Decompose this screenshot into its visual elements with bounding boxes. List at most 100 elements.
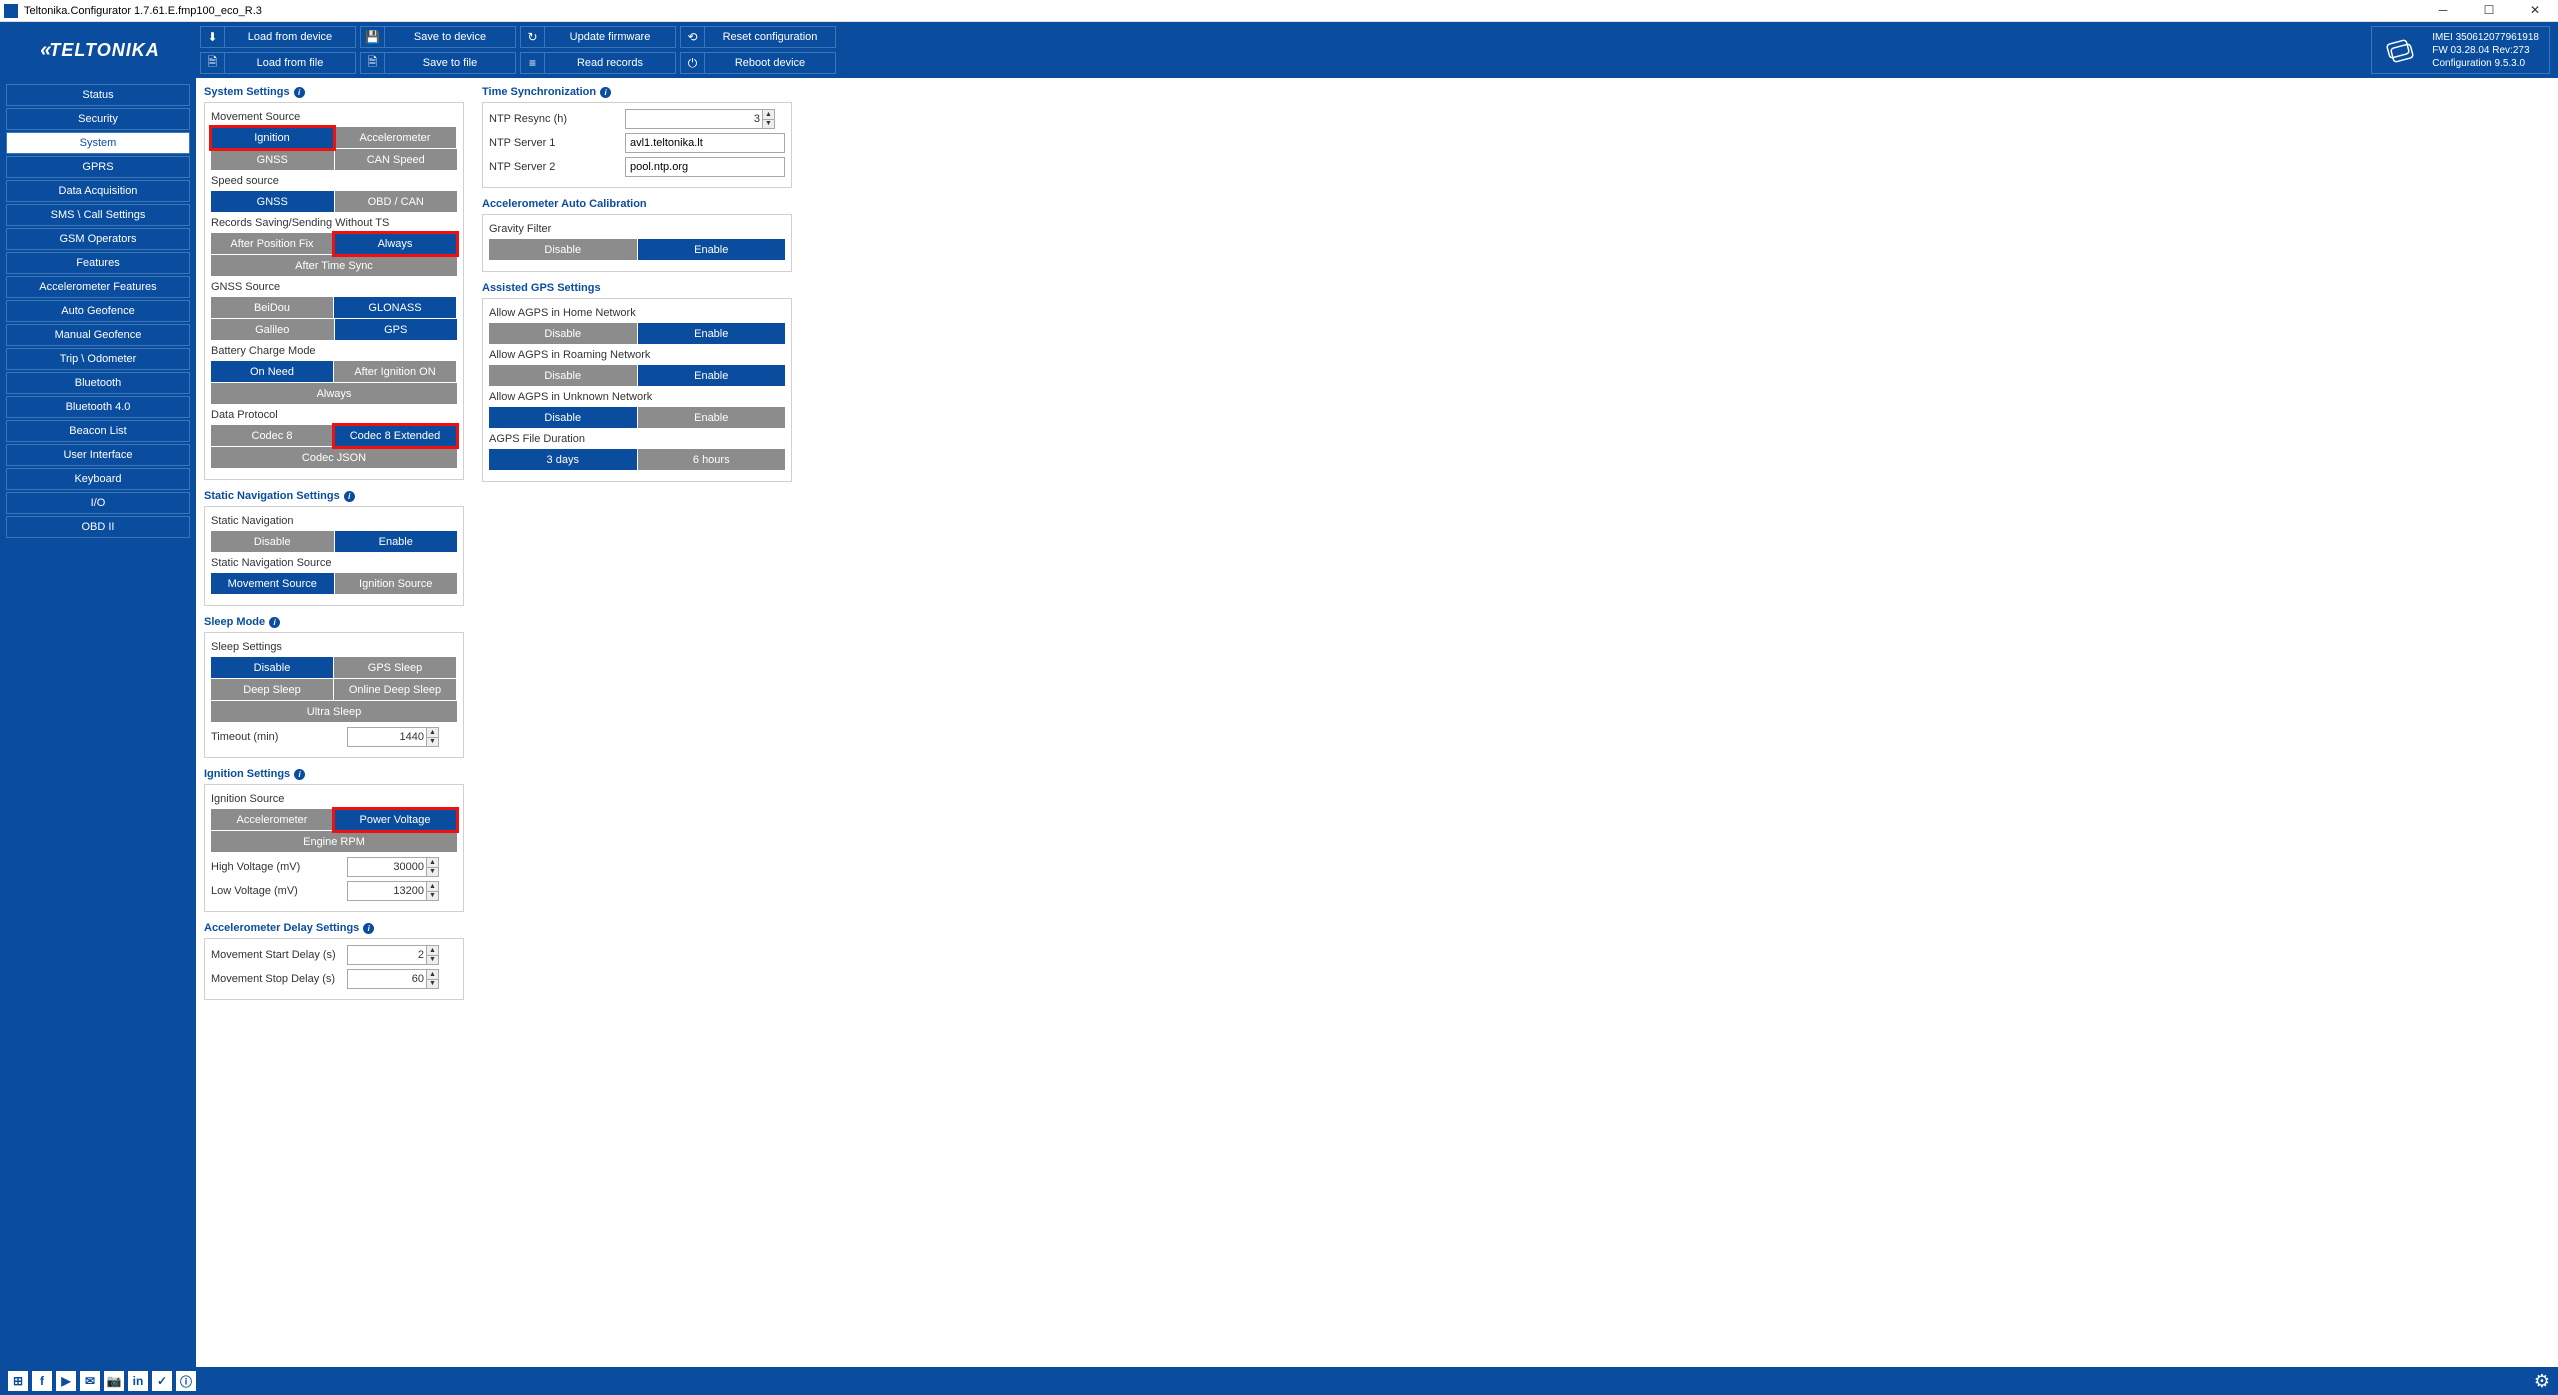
toolbar-update-firmware-button[interactable]: ↻Update firmware <box>520 26 676 48</box>
close-button[interactable]: ✕ <box>2512 0 2558 20</box>
info-icon[interactable]: i <box>363 923 374 934</box>
sidebar-item-obd-ii[interactable]: OBD II <box>6 516 190 538</box>
sidebar-item-trip-odometer[interactable]: Trip \ Odometer <box>6 348 190 370</box>
seg-always[interactable]: Always <box>334 233 457 255</box>
social-icon[interactable]: ▶ <box>56 1371 76 1391</box>
settings-gear-icon[interactable]: ⚙ <box>2534 1371 2550 1392</box>
ntp-server-2-input[interactable] <box>625 157 785 177</box>
spin-down-icon[interactable]: ▼ <box>427 892 438 901</box>
sidebar-item-features[interactable]: Features <box>6 252 190 274</box>
spin-down-icon[interactable]: ▼ <box>427 956 438 965</box>
seg-disable[interactable]: Disable <box>489 323 638 345</box>
spin-up-icon[interactable]: ▲ <box>427 882 438 892</box>
ntp-resync-spinner[interactable]: 3 ▲▼ <box>625 109 775 129</box>
toolbar-save-to-file-button[interactable]: 🗎Save to file <box>360 52 516 74</box>
seg-after-time-sync[interactable]: After Time Sync <box>211 255 457 277</box>
seg-can-speed[interactable]: CAN Speed <box>335 149 458 171</box>
spin-down-icon[interactable]: ▼ <box>427 868 438 877</box>
move-stop-delay-spinner[interactable]: 60 ▲▼ <box>347 969 439 989</box>
seg-ignition[interactable]: Ignition <box>211 127 334 149</box>
sidebar-item-beacon-list[interactable]: Beacon List <box>6 420 190 442</box>
sidebar-item-bluetooth[interactable]: Bluetooth <box>6 372 190 394</box>
seg-codec-8[interactable]: Codec 8 <box>211 425 334 447</box>
sidebar-item-gsm-operators[interactable]: GSM Operators <box>6 228 190 250</box>
seg-ignition-source[interactable]: Ignition Source <box>335 573 458 595</box>
low-voltage-spinner[interactable]: 13200 ▲▼ <box>347 881 439 901</box>
seg-gnss[interactable]: GNSS <box>211 149 335 171</box>
seg-movement-source[interactable]: Movement Source <box>211 573 335 595</box>
social-icon[interactable]: in <box>128 1371 148 1391</box>
toolbar-save-to-device-button[interactable]: 💾Save to device <box>360 26 516 48</box>
seg-disable[interactable]: Disable <box>211 531 335 553</box>
spin-down-icon[interactable]: ▼ <box>427 738 438 747</box>
seg-gps[interactable]: GPS <box>335 319 458 341</box>
minimize-button[interactable]: ─ <box>2420 0 2466 20</box>
sidebar-item-keyboard[interactable]: Keyboard <box>6 468 190 490</box>
spin-up-icon[interactable]: ▲ <box>427 970 438 980</box>
info-icon[interactable]: i <box>344 491 355 502</box>
sidebar-item-data-acquisition[interactable]: Data Acquisition <box>6 180 190 202</box>
seg-enable[interactable]: Enable <box>335 531 458 553</box>
social-icon[interactable]: ⓘ <box>176 1371 196 1391</box>
info-icon[interactable]: i <box>600 87 611 98</box>
spin-up-icon[interactable]: ▲ <box>427 728 438 738</box>
social-icon[interactable]: ✓ <box>152 1371 172 1391</box>
seg-enable[interactable]: Enable <box>638 239 786 261</box>
seg-disable[interactable]: Disable <box>489 407 638 429</box>
seg-accelerometer[interactable]: Accelerometer <box>334 127 457 149</box>
seg-codec-8-extended[interactable]: Codec 8 Extended <box>334 425 457 447</box>
info-icon[interactable]: i <box>269 617 280 628</box>
seg-deep-sleep[interactable]: Deep Sleep <box>211 679 334 701</box>
seg-codec-json[interactable]: Codec JSON <box>211 447 457 469</box>
sidebar-item-i-o[interactable]: I/O <box>6 492 190 514</box>
seg-gps-sleep[interactable]: GPS Sleep <box>334 657 457 679</box>
maximize-button[interactable]: ☐ <box>2466 0 2512 20</box>
seg-enable[interactable]: Enable <box>638 365 786 387</box>
seg-engine-rpm[interactable]: Engine RPM <box>211 831 457 853</box>
seg-disable[interactable]: Disable <box>489 365 638 387</box>
sidebar-item-accelerometer-features[interactable]: Accelerometer Features <box>6 276 190 298</box>
spin-up-icon[interactable]: ▲ <box>427 858 438 868</box>
info-icon[interactable]: i <box>294 769 305 780</box>
toolbar-reset-configuration-button[interactable]: ⟲Reset configuration <box>680 26 836 48</box>
seg-enable[interactable]: Enable <box>638 407 786 429</box>
social-icon[interactable]: ⊞ <box>8 1371 28 1391</box>
seg-after-ignition-on[interactable]: After Ignition ON <box>334 361 457 383</box>
toolbar-reboot-device-button[interactable]: ⏻Reboot device <box>680 52 836 74</box>
sidebar-item-security[interactable]: Security <box>6 108 190 130</box>
social-icon[interactable]: f <box>32 1371 52 1391</box>
sidebar-item-bluetooth-4-0[interactable]: Bluetooth 4.0 <box>6 396 190 418</box>
high-voltage-spinner[interactable]: 30000 ▲▼ <box>347 857 439 877</box>
info-icon[interactable]: i <box>294 87 305 98</box>
sleep-timeout-spinner[interactable]: 1440 ▲▼ <box>347 727 439 747</box>
seg-disable[interactable]: Disable <box>489 239 638 261</box>
toolbar-load-from-device-button[interactable]: ⬇Load from device <box>200 26 356 48</box>
seg-beidou[interactable]: BeiDou <box>211 297 334 319</box>
seg-after-position-fix[interactable]: After Position Fix <box>211 233 334 255</box>
spin-up-icon[interactable]: ▲ <box>763 110 774 120</box>
seg-gnss[interactable]: GNSS <box>211 191 335 213</box>
sidebar-item-status[interactable]: Status <box>6 84 190 106</box>
sidebar-item-user-interface[interactable]: User Interface <box>6 444 190 466</box>
seg-on-need[interactable]: On Need <box>211 361 334 383</box>
spin-down-icon[interactable]: ▼ <box>763 120 774 129</box>
seg-accelerometer[interactable]: Accelerometer <box>211 809 334 831</box>
seg-disable[interactable]: Disable <box>211 657 334 679</box>
seg-always[interactable]: Always <box>211 383 457 405</box>
move-start-delay-spinner[interactable]: 2 ▲▼ <box>347 945 439 965</box>
sidebar-item-manual-geofence[interactable]: Manual Geofence <box>6 324 190 346</box>
seg-obd-can[interactable]: OBD / CAN <box>335 191 458 213</box>
spin-down-icon[interactable]: ▼ <box>427 980 438 989</box>
sidebar-item-auto-geofence[interactable]: Auto Geofence <box>6 300 190 322</box>
seg-enable[interactable]: Enable <box>638 323 786 345</box>
sidebar-item-system[interactable]: System <box>6 132 190 154</box>
toolbar-read-records-button[interactable]: ≡Read records <box>520 52 676 74</box>
seg-ultra-sleep[interactable]: Ultra Sleep <box>211 701 457 723</box>
seg-glonass[interactable]: GLONASS <box>334 297 457 319</box>
social-icon[interactable]: 📷 <box>104 1371 124 1391</box>
seg-6-hours[interactable]: 6 hours <box>638 449 786 471</box>
seg-power-voltage[interactable]: Power Voltage <box>334 809 457 831</box>
sidebar-item-gprs[interactable]: GPRS <box>6 156 190 178</box>
social-icon[interactable]: ✉ <box>80 1371 100 1391</box>
seg-online-deep-sleep[interactable]: Online Deep Sleep <box>334 679 457 701</box>
